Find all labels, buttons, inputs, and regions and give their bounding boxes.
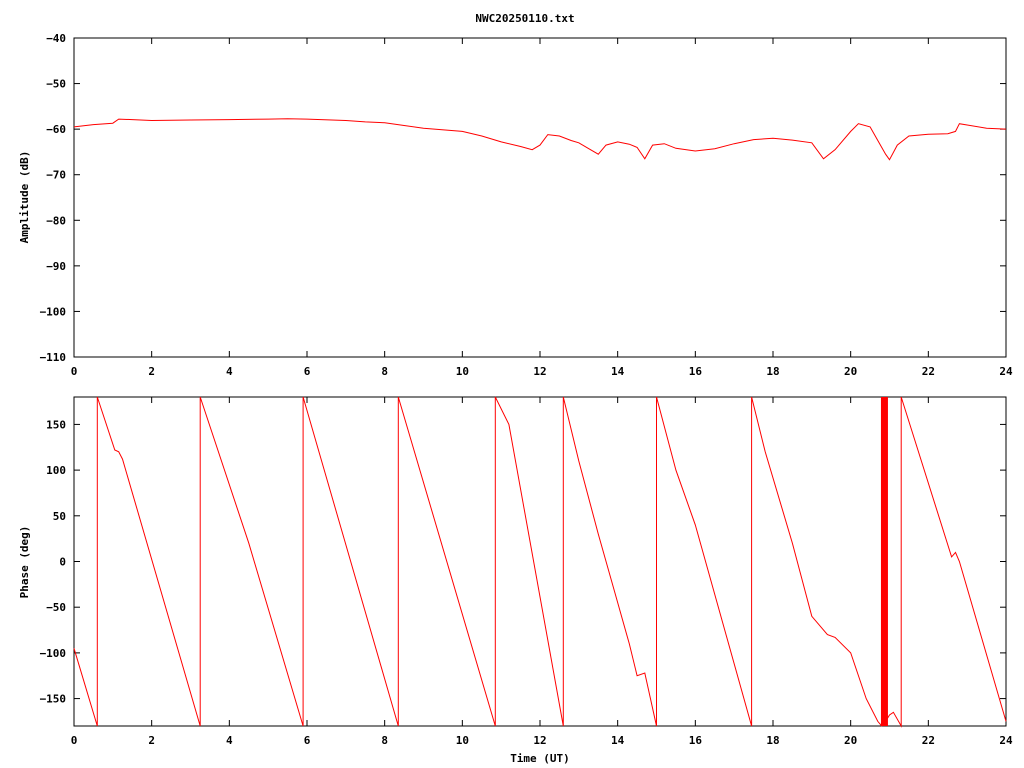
amplitude-x-tick-label: 20 [844,365,857,378]
amplitude-x-tick-label: 2 [148,365,155,378]
amplitude-y-tick-label: −100 [40,305,67,318]
phase-y-axis-label: Phase (deg) [18,526,31,599]
phase-x-tick-label: 18 [766,734,779,747]
phase-x-tick-label: 10 [456,734,469,747]
amplitude-x-tick-label: 18 [766,365,779,378]
amplitude-x-tick-label: 24 [999,365,1013,378]
amplitude-x-tick-label: 8 [381,365,388,378]
amplitude-series-line [73,118,1007,161]
phase-x-tick-label: 22 [922,734,935,747]
amplitude-y-tick-label: −90 [46,260,66,273]
amplitude-y-tick-label: −40 [46,32,66,45]
phase-x-tick-label: 24 [999,734,1013,747]
phase-y-tick-label: 100 [46,464,66,477]
amplitude-x-tick-label: 22 [922,365,935,378]
chart-title: NWC20250110.txt [475,12,574,25]
phase-x-tick-label: 8 [381,734,388,747]
phase-x-tick-label: 0 [71,734,78,747]
amplitude-x-tick-label: 14 [611,365,625,378]
amplitude-panel: 0 2 4 6 8 10 12 14 16 18 20 22 24−110−100−90−80−70−6… [18,32,1013,378]
amplitude-x-tick-label: 10 [456,365,469,378]
amplitude-x-tick-label: 0 [71,365,78,378]
phase-y-tick-label: −100 [40,647,67,660]
amplitude-x-tick-label: 16 [689,365,703,378]
amplitude-x-tick-label: 6 [304,365,311,378]
amplitude-y-tick-label: −50 [46,78,66,91]
phase-y-tick-label: 0 [59,556,66,569]
amplitude-ticks: 0 2 4 6 8 10 12 14 16 18 20 22 24−110−100−90−80−70−6… [40,32,1013,378]
phase-x-tick-label: 14 [611,734,625,747]
amplitude-y-tick-label: −80 [46,214,66,227]
phase-y-tick-label: −50 [46,601,66,614]
phase-x-tick-label: 16 [689,734,703,747]
x-axis-label: Time (UT) [510,752,570,765]
phase-y-tick-label: 150 [46,418,66,431]
amplitude-y-tick-label: −70 [46,169,66,182]
amplitude-x-tick-label: 12 [533,365,546,378]
phase-panel: 0 2 4 6 8 10 12 14 16 18 20 22 24−150−100−5005010015… [18,396,1013,765]
phase-x-tick-label: 4 [226,734,233,747]
phase-x-tick-label: 12 [533,734,546,747]
amplitude-y-tick-label: −60 [46,123,66,136]
phase-x-tick-label: 2 [148,734,155,747]
amplitude-y-tick-label: −110 [40,351,67,364]
phase-x-tick-label: 6 [304,734,311,747]
phase-y-tick-label: 50 [53,510,66,523]
amplitude-y-axis-label: Amplitude (dB) [18,151,31,244]
amplitude-x-tick-label: 4 [226,365,233,378]
phase-x-tick-label: 20 [844,734,857,747]
phase-ticks: 0 2 4 6 8 10 12 14 16 18 20 22 24−150−100−5005010015… [40,397,1013,747]
phase-noise-band [880,397,888,726]
phase-y-tick-label: −150 [40,693,67,706]
